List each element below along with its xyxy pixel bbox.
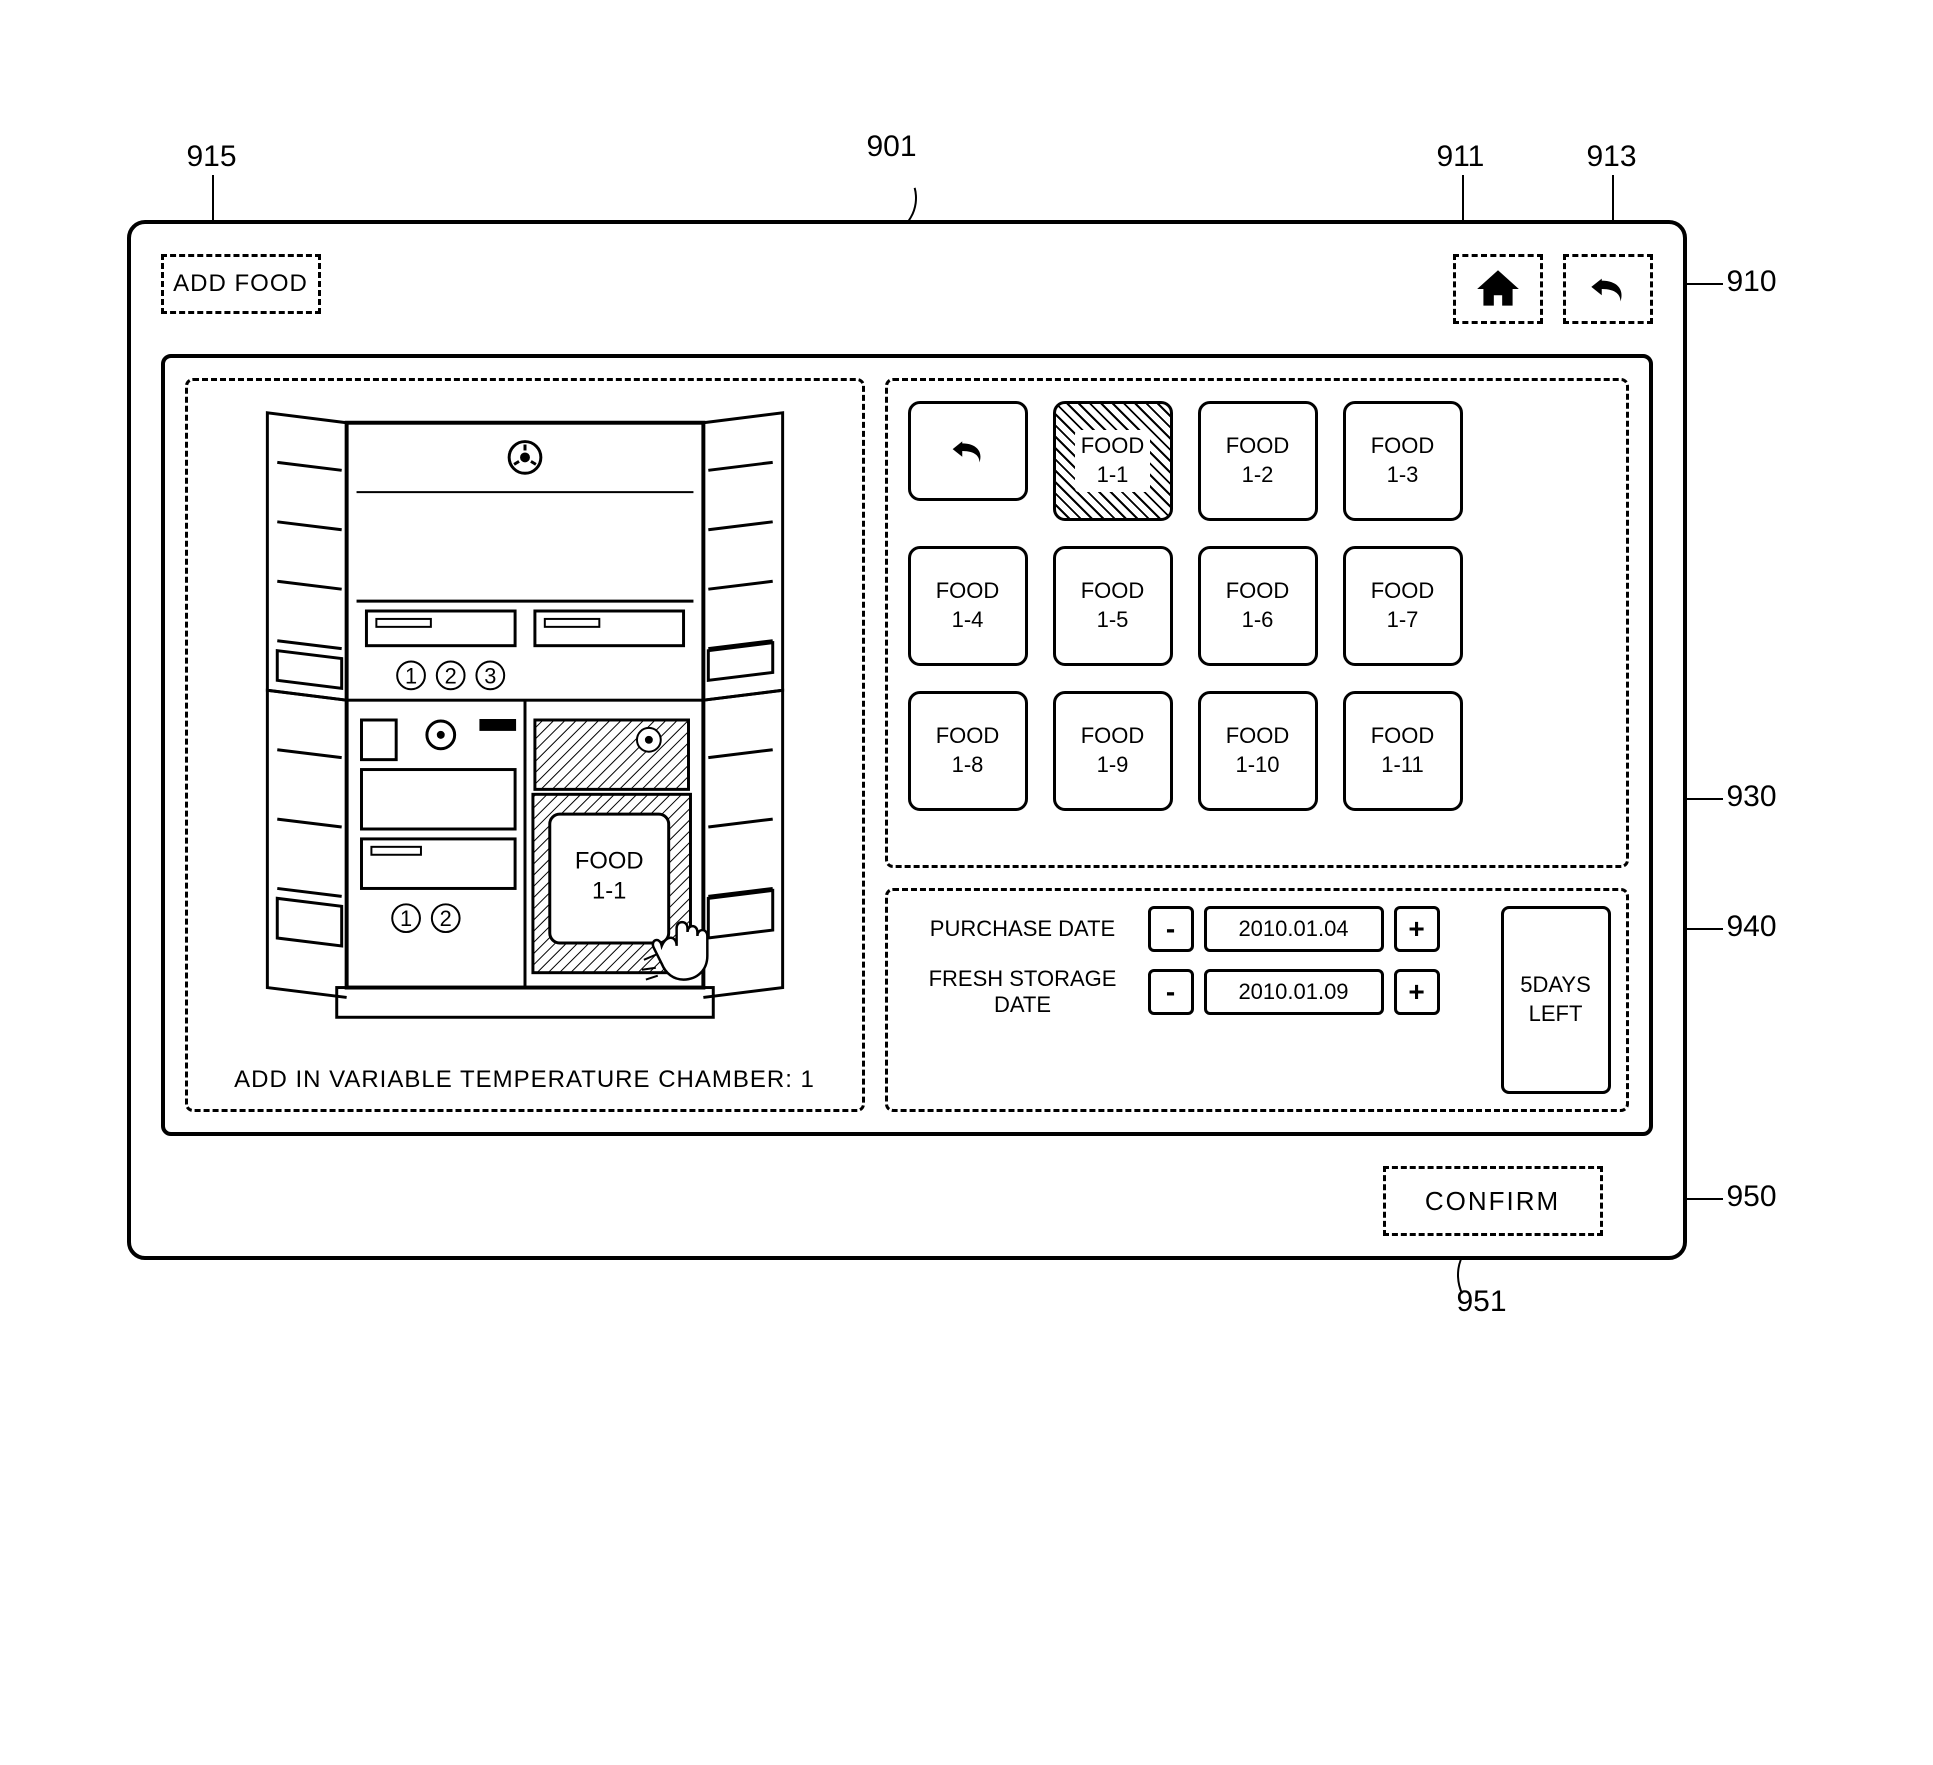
svg-text:1-1: 1-1 (592, 877, 626, 904)
food-tile-1-7[interactable]: FOOD1-7 (1343, 546, 1463, 666)
svg-text:3: 3 (484, 663, 496, 688)
purchase-plus-button[interactable]: + (1394, 906, 1440, 952)
purchase-date-label: PURCHASE DATE (908, 916, 1138, 942)
food-tile-1-3[interactable]: FOOD1-3 (1343, 401, 1463, 521)
days-left-badge: 5DAYS LEFT (1501, 906, 1611, 1094)
food-tile-1-1[interactable]: FOOD1-1 (1053, 401, 1173, 521)
callout-911: 911 (1437, 140, 1485, 174)
leader (1687, 928, 1723, 930)
dates-panel: PURCHASE DATE - 2010.01.04 + FRESH STORA… (885, 888, 1629, 1112)
fridge-illustration: 1 2 3 (198, 391, 852, 1049)
svg-text:1: 1 (400, 906, 412, 931)
food-tile-1-9[interactable]: FOOD1-9 (1053, 691, 1173, 811)
food-tile-1-6[interactable]: FOOD1-6 (1198, 546, 1318, 666)
header-bar: ADD FOOD (161, 254, 1653, 334)
grid-back-button[interactable] (908, 401, 1028, 501)
callout-915: 915 (187, 140, 237, 174)
food-tile-1-5[interactable]: FOOD1-5 (1053, 546, 1173, 666)
fridge-caption: ADD IN VARIABLE TEMPERATURE CHAMBER: 1 (188, 1066, 862, 1094)
days-left-l1: 5DAYS (1520, 972, 1591, 997)
food-tile-1-11[interactable]: FOOD1-11 (1343, 691, 1463, 811)
diagram-canvas: 915 901 911 913 910 930 940 950 920 951 … (67, 40, 1867, 1640)
food-tile-1-2[interactable]: FOOD1-2 (1198, 401, 1318, 521)
fridge-panel: 1 2 3 (185, 378, 865, 1112)
storage-plus-button[interactable]: + (1394, 969, 1440, 1015)
svg-text:FOOD: FOOD (574, 848, 643, 875)
callout-950: 950 (1727, 1180, 1777, 1214)
home-icon (1473, 264, 1523, 314)
back-icon (945, 428, 991, 474)
food-tile-1-8[interactable]: FOOD1-8 (908, 691, 1028, 811)
storage-label-l2: DATE (994, 992, 1051, 1017)
callout-940: 940 (1727, 910, 1777, 944)
back-button[interactable] (1563, 254, 1653, 324)
confirm-button[interactable]: CONFIRM (1383, 1166, 1603, 1236)
storage-date-value: 2010.01.09 (1204, 969, 1384, 1015)
back-icon (1583, 264, 1633, 314)
storage-date-label: FRESH STORAGE DATE (908, 966, 1138, 1019)
callout-930: 930 (1727, 780, 1777, 814)
food-tile-1-10[interactable]: FOOD1-10 (1198, 691, 1318, 811)
home-button[interactable] (1453, 254, 1543, 324)
purchase-date-value: 2010.01.04 (1204, 906, 1384, 952)
content-area: 1 2 3 (161, 354, 1653, 1136)
svg-text:1: 1 (404, 663, 416, 688)
add-food-label: ADD FOOD (161, 254, 321, 314)
leader (1687, 283, 1723, 285)
callout-910: 910 (1727, 265, 1777, 299)
food-tile-1-4[interactable]: FOOD1-4 (908, 546, 1028, 666)
days-left-l2: LEFT (1529, 1001, 1583, 1026)
callout-913: 913 (1587, 140, 1637, 174)
svg-text:2: 2 (439, 906, 451, 931)
storage-label-l1: FRESH STORAGE (929, 966, 1117, 991)
food-grid-panel: FOOD1-1FOOD1-2FOOD1-3FOOD1-4FOOD1-5FOOD1… (885, 378, 1629, 868)
leader (1687, 1198, 1723, 1200)
purchase-minus-button[interactable]: - (1148, 906, 1194, 952)
leader (1687, 798, 1723, 800)
storage-minus-button[interactable]: - (1148, 969, 1194, 1015)
screen-frame: ADD FOOD (127, 220, 1687, 1260)
svg-text:2: 2 (444, 663, 456, 688)
